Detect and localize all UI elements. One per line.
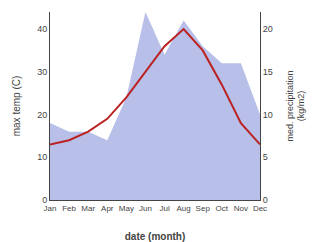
svg-text:Jan: Jan xyxy=(44,204,57,213)
svg-text:30: 30 xyxy=(37,67,47,77)
svg-text:Jul: Jul xyxy=(159,204,169,213)
svg-text:20: 20 xyxy=(37,110,47,120)
svg-text:Dec: Dec xyxy=(253,204,267,213)
svg-text:15: 15 xyxy=(263,67,273,77)
svg-text:Sep: Sep xyxy=(196,204,211,213)
svg-text:5: 5 xyxy=(263,152,268,162)
svg-text:10: 10 xyxy=(263,110,273,120)
svg-text:Mar: Mar xyxy=(81,204,95,213)
svg-text:40: 40 xyxy=(37,24,47,34)
svg-text:0: 0 xyxy=(42,195,47,205)
svg-text:Apr: Apr xyxy=(101,204,114,213)
svg-text:May: May xyxy=(119,204,134,213)
svg-text:Jun: Jun xyxy=(139,204,152,213)
svg-text:Nov: Nov xyxy=(234,204,248,213)
svg-text:Aug: Aug xyxy=(177,204,191,213)
svg-text:10: 10 xyxy=(37,152,47,162)
svg-text:0: 0 xyxy=(263,195,268,205)
svg-text:Oct: Oct xyxy=(216,204,229,213)
svg-text:20: 20 xyxy=(263,24,273,34)
svg-text:date (month): date (month) xyxy=(125,231,186,242)
svg-text:Feb: Feb xyxy=(62,204,76,213)
svg-text:med. precipitation(kg/m2): med. precipitation(kg/m2) xyxy=(285,70,307,141)
svg-text:max temp (C): max temp (C) xyxy=(11,76,22,137)
